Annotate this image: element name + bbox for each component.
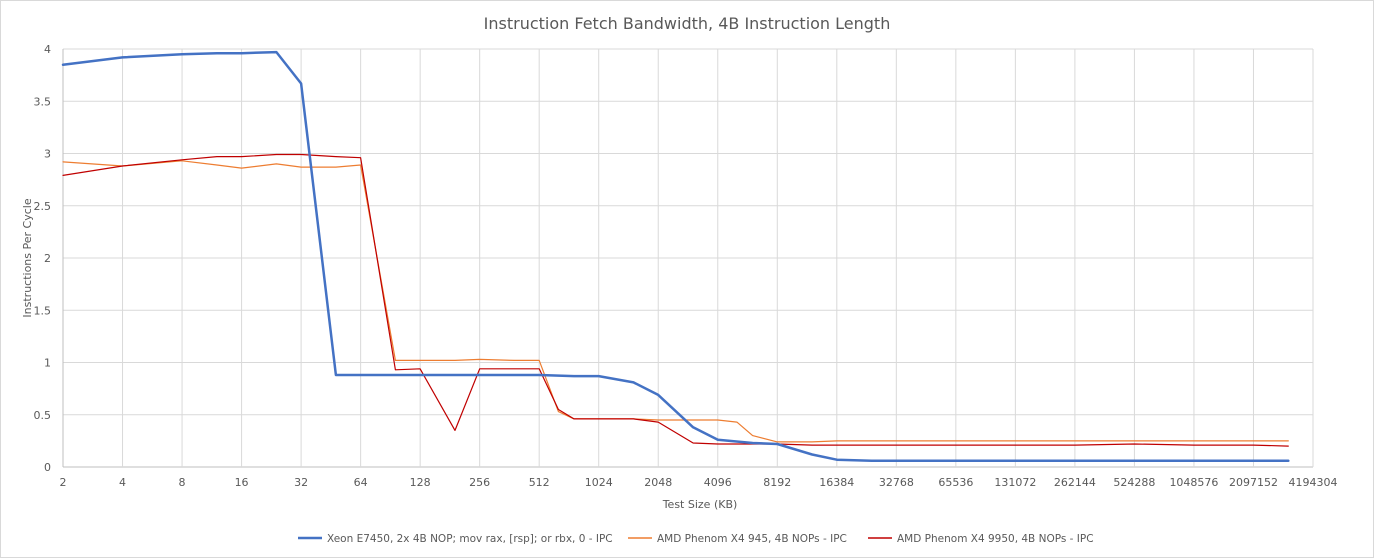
chart-title: Instruction Fetch Bandwidth, 4B Instruct…	[484, 14, 891, 33]
x-tick-label: 16	[235, 476, 249, 489]
series-group	[61, 50, 1290, 462]
x-tick-label: 1024	[585, 476, 613, 489]
x-tick-label: 32	[294, 476, 308, 489]
x-tick-label: 2097152	[1229, 476, 1278, 489]
legend: Xeon E7450, 2x 4B NOP; mov rax, [rsp]; o…	[298, 533, 1094, 545]
x-tick-label: 131072	[994, 476, 1036, 489]
y-tick-label: 2	[44, 252, 51, 265]
y-tick-label: 3.5	[34, 95, 52, 108]
y-axis-ticks: 0 0.5 1 1.5 2 2.5 3 3.5 4	[34, 43, 52, 474]
y-axis-label: Instructions Per Cycle	[21, 198, 34, 317]
x-tick-label: 512	[529, 476, 550, 489]
x-axis-ticks: 2 4 8 16 32 64 128 256 512 1024 2048 4096 8192 16384 3…	[60, 476, 1338, 489]
x-tick-label: 16384	[819, 476, 854, 489]
y-tick-label: 1.5	[34, 304, 52, 317]
x-tick-label: 262144	[1054, 476, 1096, 489]
x-tick-label: 4194304	[1289, 476, 1338, 489]
x-tick-label: 128	[410, 476, 431, 489]
grid	[62, 48, 1314, 468]
x-tick-label: 4	[119, 476, 126, 489]
legend-label-0: Xeon E7450, 2x 4B NOP; mov rax, [rsp]; o…	[327, 533, 613, 545]
x-tick-label: 64	[354, 476, 368, 489]
x-tick-label: 8192	[763, 476, 791, 489]
x-axis-label: Test Size (KB)	[662, 498, 738, 511]
legend-label-2: AMD Phenom X4 9950, 4B NOPs - IPC	[897, 533, 1094, 545]
x-tick-label: 4096	[704, 476, 732, 489]
x-tick-label: 8	[179, 476, 186, 489]
series-line-2	[62, 153, 1289, 447]
y-tick-label: 3	[44, 148, 51, 161]
x-tick-label: 256	[469, 476, 490, 489]
y-tick-label: 4	[44, 43, 51, 56]
legend-label-1: AMD Phenom X4 945, 4B NOPs - IPC	[657, 533, 847, 545]
x-tick-label: 1048576	[1169, 476, 1218, 489]
x-tick-label: 65536	[938, 476, 973, 489]
y-tick-label: 0.5	[34, 409, 52, 422]
y-tick-label: 2.5	[34, 200, 52, 213]
y-tick-label: 0	[44, 461, 51, 474]
x-tick-label: 32768	[879, 476, 914, 489]
x-tick-label: 2	[60, 476, 67, 489]
x-tick-label: 2048	[644, 476, 672, 489]
x-tick-label: 524288	[1113, 476, 1155, 489]
series-line-0	[61, 50, 1290, 462]
y-tick-label: 1	[44, 357, 51, 370]
